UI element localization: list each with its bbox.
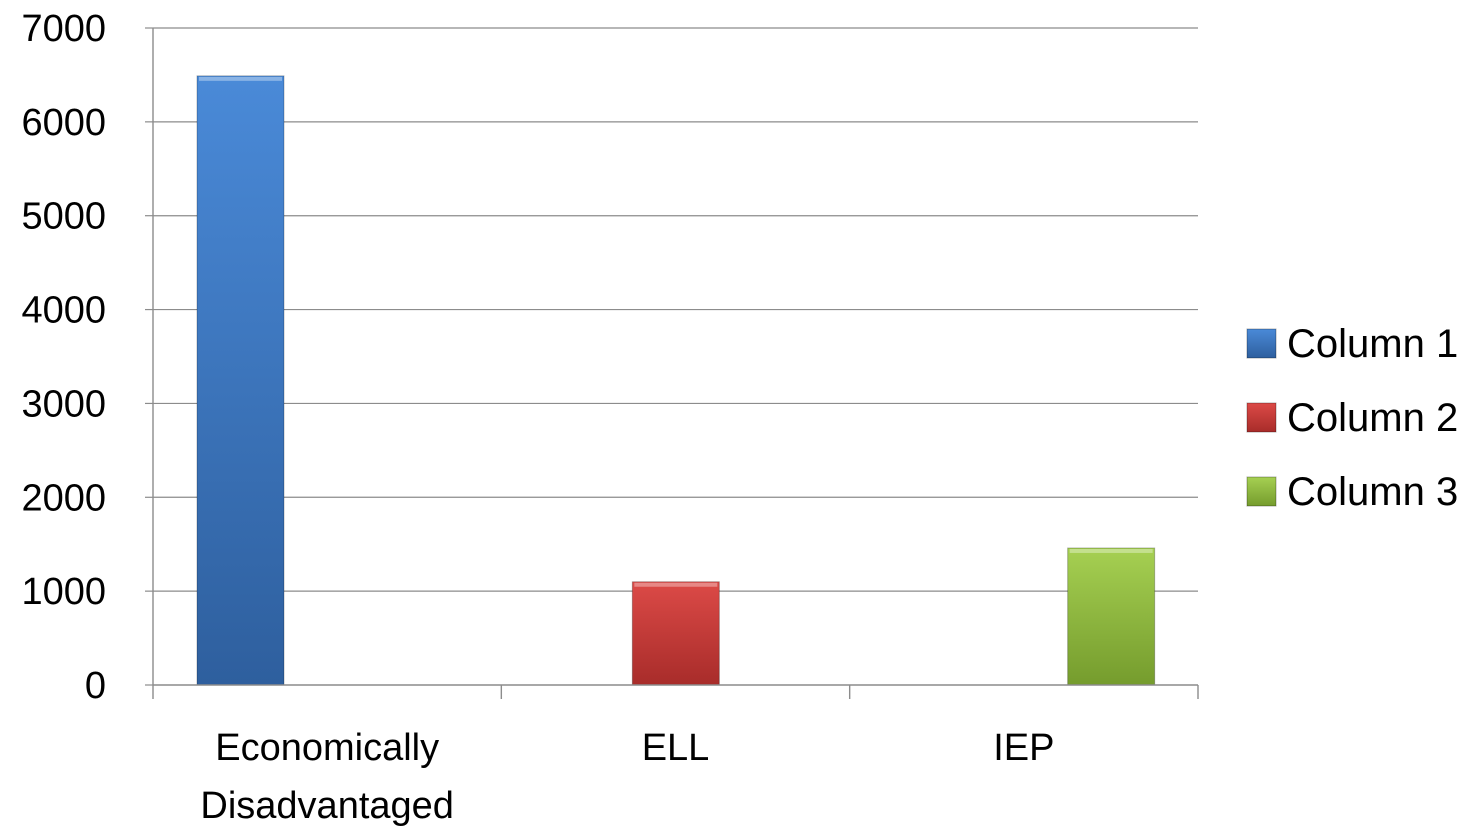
y-tick-label: 4000 [21, 290, 106, 332]
y-tick-label: 7000 [21, 8, 106, 50]
bar-highlight [1069, 548, 1153, 553]
bar-column-2 [631, 581, 720, 686]
x-axis-labels: Economically Disadvantaged ELL IEP [200, 727, 1054, 827]
legend-swatch [1246, 402, 1277, 433]
gridlines [153, 27, 1198, 592]
y-tick-label: 2000 [21, 477, 106, 519]
legend-label: Column 3 [1287, 470, 1458, 514]
x-category-label: ELL [642, 727, 710, 769]
y-tick-label: 3000 [21, 383, 106, 425]
legend-swatch [1246, 476, 1277, 507]
y-tick-label: 1000 [21, 571, 106, 613]
bar-column-3 [1067, 547, 1156, 686]
bar-highlight [199, 76, 282, 81]
x-category-label: IEP [993, 727, 1054, 769]
bars [196, 75, 1156, 686]
x-category-label: Disadvantaged [200, 785, 454, 827]
legend-swatch [1246, 328, 1277, 359]
y-tick-label: 5000 [21, 196, 106, 238]
y-tick-label: 6000 [21, 102, 106, 144]
legend-label: Column 2 [1287, 396, 1458, 440]
bar-highlight [634, 582, 718, 587]
legend: Column 1 Column 2 Column 3 [1246, 322, 1458, 514]
legend-label: Column 1 [1287, 322, 1458, 366]
x-category-label: Economically [215, 727, 439, 769]
bar-column-1 [196, 75, 285, 686]
axes [152, 28, 1199, 699]
y-tick-label: 0 [85, 665, 106, 707]
y-axis-ticks: 0 1000 2000 3000 4000 5000 6000 7000 [21, 8, 153, 707]
